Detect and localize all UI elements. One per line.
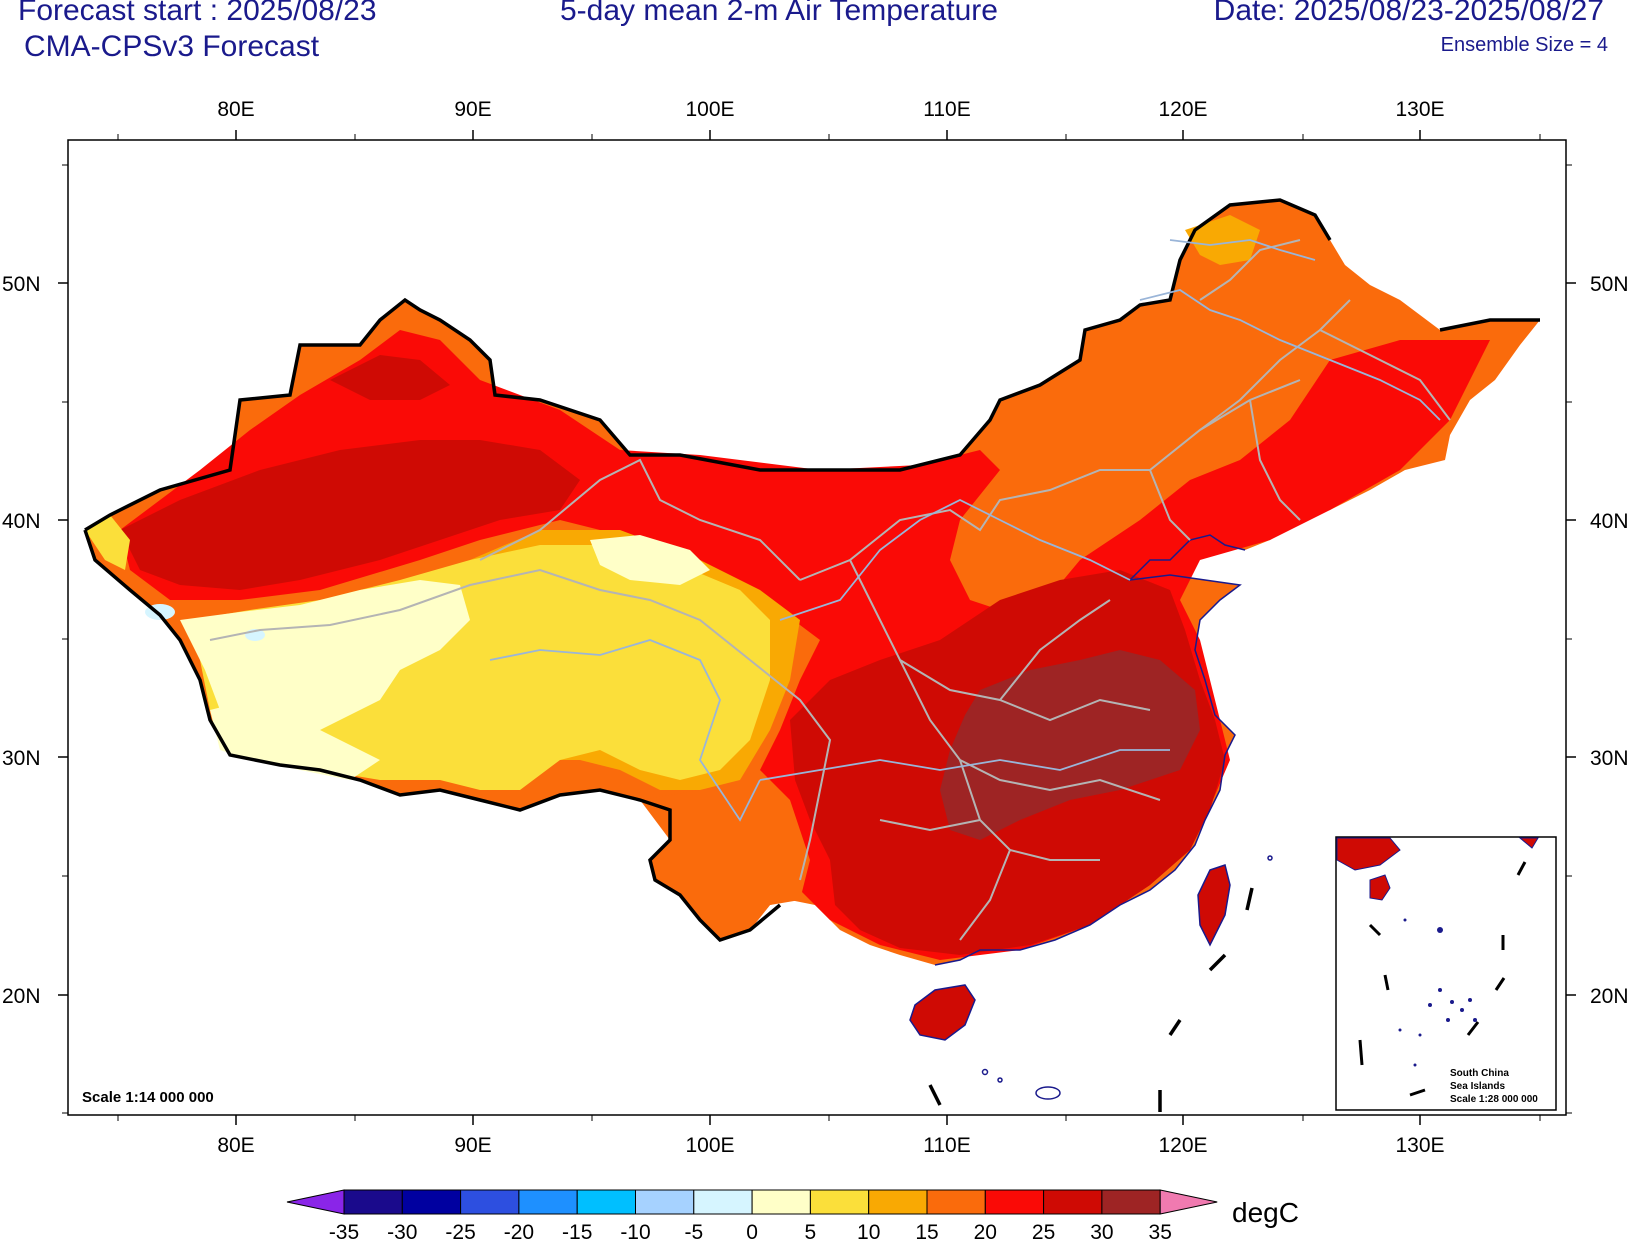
colorbar-swatch [460, 1189, 520, 1215]
temp-zone-ne-orange [1185, 215, 1260, 265]
colorbar-label: 25 [1032, 1221, 1055, 1241]
temp-zone-0-5-central [590, 535, 710, 585]
lat-label-left: 40N [2, 510, 41, 533]
colorbar-swatch [926, 1189, 986, 1215]
colorbar-swatch [635, 1189, 695, 1215]
colorbar-swatch [1043, 1189, 1103, 1215]
lon-label-bottom: 130E [1395, 1134, 1444, 1157]
colorbar-label: 20 [974, 1221, 997, 1241]
hainan-island [909, 984, 976, 1041]
colorbar-low-arrow [286, 1189, 345, 1215]
ensemble-size-label: Ensemble Size = 4 [1440, 34, 1608, 56]
colorbar-swatch [576, 1189, 637, 1215]
colorbar: -35 -30 -25 -20 -15 -10 -5 0 5 10 15 20 25 30 35 [286, 1189, 1218, 1241]
colorbar-label: -20 [504, 1221, 534, 1241]
map-axes: 80E 80E 90E 90E 100E 100E 110E 110E 120E 120E 130E… [2, 98, 1629, 1157]
chart-title: 5-day mean 2-m Air Temperature [560, 0, 998, 27]
colorbar-swatch [401, 1189, 462, 1215]
province-boundaries [209, 239, 1451, 941]
lat-label-right: 50N [1590, 273, 1629, 296]
date-range-label: Date: 2025/08/23-2025/08/27 [1213, 0, 1604, 27]
lon-label-top: 130E [1395, 98, 1444, 121]
lon-label-top: 120E [1158, 98, 1207, 121]
lat-label-left: 50N [2, 273, 41, 296]
colorbar-label: -15 [562, 1221, 592, 1241]
inset-label-line1: South China [1450, 1068, 1509, 1079]
inset-label-line2: Sea Islands [1450, 1081, 1505, 1092]
coastline [934, 534, 1246, 966]
colorbar-unit: degC [1232, 1197, 1299, 1228]
colorbar-swatch [518, 1189, 578, 1215]
colorbar-swatch [868, 1189, 928, 1215]
lon-label-bottom: 100E [685, 1134, 734, 1157]
national-border [83, 198, 1540, 943]
temp-zone-30-35 [940, 650, 1200, 840]
temp-zone-0-5-west [180, 580, 470, 740]
colorbar-label: 35 [1149, 1221, 1172, 1241]
model-label: CMA-CPSv3 Forecast [24, 30, 320, 63]
colorbar-swatch [1101, 1189, 1161, 1215]
colorbar-label: 10 [857, 1221, 880, 1241]
colorbar-label: -35 [329, 1221, 359, 1241]
lon-label-top: 100E [685, 98, 734, 121]
colorbar-label: -30 [387, 1221, 417, 1241]
lat-label-left: 30N [2, 747, 41, 770]
colorbar-label: 0 [746, 1221, 758, 1241]
temp-zone-25-30-dzungaria [330, 355, 450, 400]
rivers [489, 239, 1441, 822]
colorbar-swatch [984, 1189, 1045, 1215]
lat-label-left: 20N [2, 985, 41, 1008]
lon-label-bottom: 90E [454, 1134, 491, 1157]
nine-dash-line [928, 887, 1254, 1112]
colorbar-label: 30 [1090, 1221, 1113, 1241]
colorbar-label: 15 [915, 1221, 938, 1241]
small-islands [981, 855, 1273, 1100]
forecast-start-label: Forecast start : 2025/08/23 [18, 0, 377, 27]
lon-label-bottom: 120E [1158, 1134, 1207, 1157]
colorbar-label: 5 [805, 1221, 817, 1241]
map-content [83, 198, 1540, 1112]
colorbar-label: -25 [445, 1221, 475, 1241]
colorbar-label: -5 [684, 1221, 703, 1241]
inset-label-line3: Scale 1:28 000 000 [1450, 1094, 1538, 1105]
lon-label-bottom: 110E [923, 1134, 971, 1157]
temp-zone-west-tip [85, 515, 130, 570]
colorbar-label: -10 [620, 1221, 650, 1241]
south-china-sea-inset: South China Sea Islands Scale 1:28 000 0… [1335, 836, 1557, 1111]
lat-label-right: 30N [1590, 747, 1629, 770]
lon-label-bottom: 80E [217, 1134, 254, 1157]
colorbar-swatch [343, 1189, 403, 1215]
colorbar-swatch [693, 1189, 753, 1215]
colorbar-swatch [809, 1189, 870, 1215]
lon-label-top: 80E [217, 98, 254, 121]
lat-label-right: 20N [1590, 985, 1629, 1008]
lon-label-top: 90E [454, 98, 491, 121]
lon-label-top: 110E [923, 98, 971, 121]
map-scale-label: Scale 1:14 000 000 [82, 1089, 214, 1106]
colorbar-swatch [751, 1189, 811, 1215]
colorbar-high-arrow [1159, 1189, 1218, 1215]
temp-zone-25-30-tarim [120, 440, 580, 590]
taiwan-island [1197, 864, 1231, 947]
lat-label-right: 40N [1590, 510, 1629, 533]
